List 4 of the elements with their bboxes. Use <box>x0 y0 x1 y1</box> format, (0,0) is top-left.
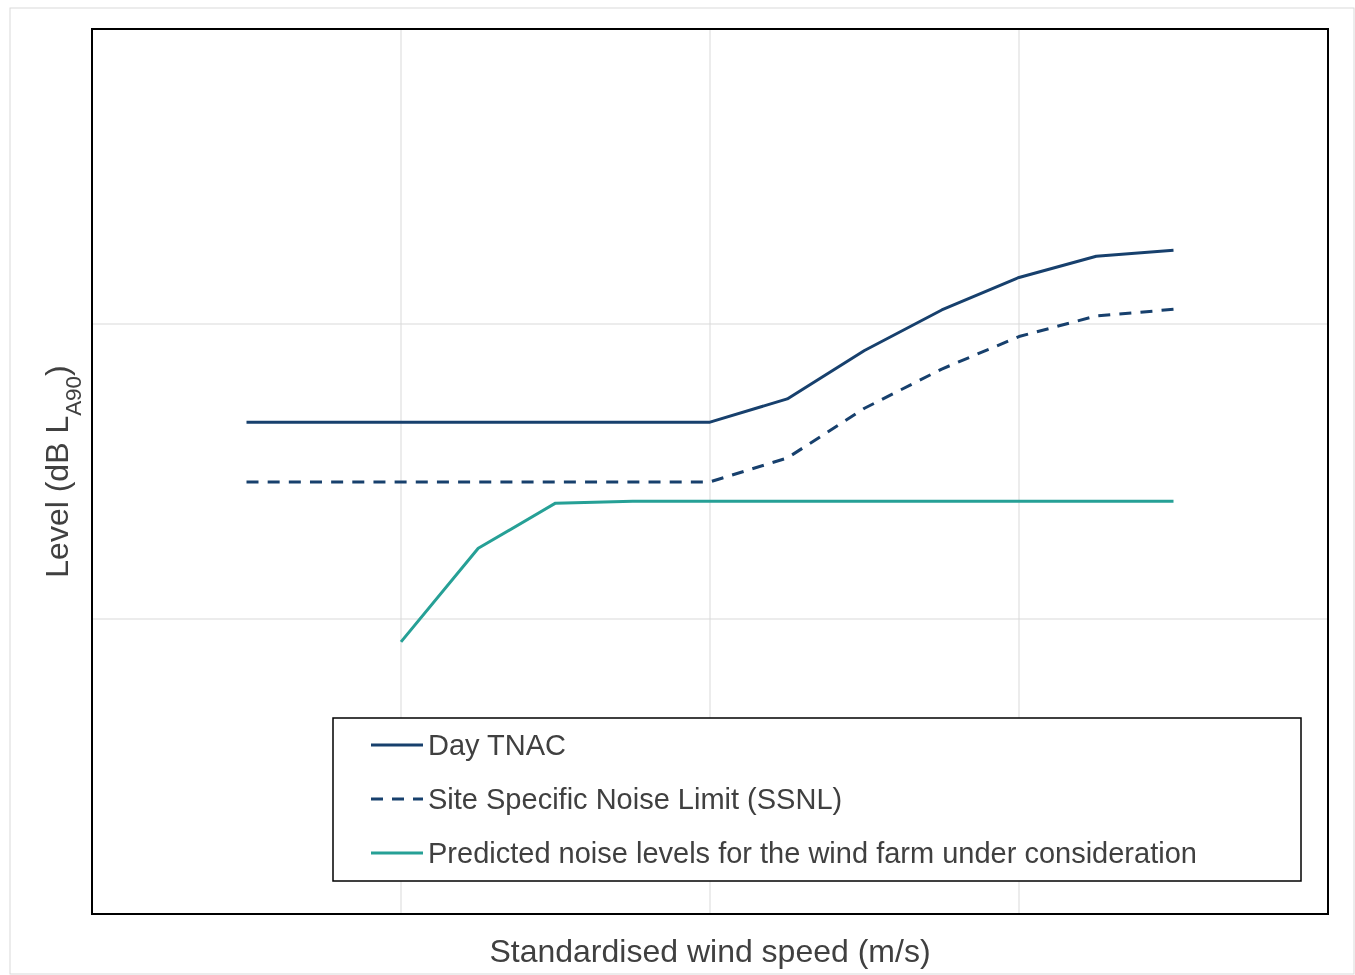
legend-label: Site Specific Noise Limit (SSNL) <box>428 783 843 815</box>
legend-label: Day TNAC <box>428 729 567 761</box>
legend-label: Predicted noise levels for the wind farm under consideration <box>428 837 1197 869</box>
x-axis-title: Standardised wind speed (m/s) <box>489 933 931 969</box>
